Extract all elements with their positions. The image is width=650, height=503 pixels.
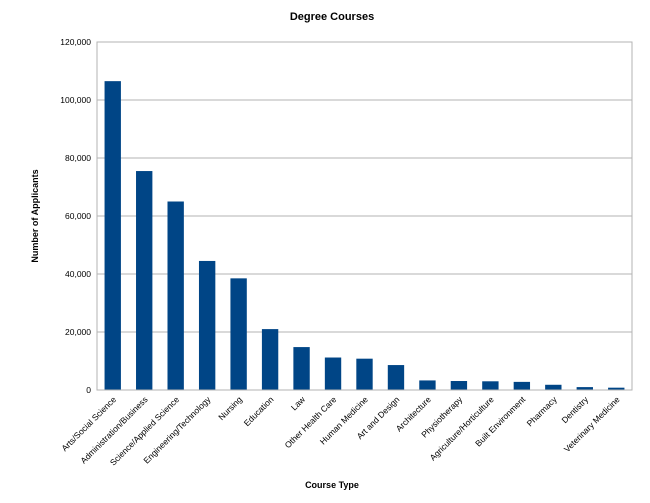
y-tick-label: 80,000: [65, 153, 91, 163]
x-axis-label: Course Type: [305, 480, 359, 490]
y-tick-label: 40,000: [65, 269, 91, 279]
bar: [387, 365, 405, 390]
bar: [167, 201, 184, 390]
x-tick-label: Arts/Social Science: [59, 394, 118, 453]
x-tick-label: Nursing: [216, 394, 244, 422]
chart-title: Degree Courses: [290, 11, 374, 23]
bar: [104, 81, 121, 391]
bar: [136, 171, 153, 390]
y-axis-label: Number of Applicants: [30, 169, 40, 262]
y-tick-label: 60,000: [65, 211, 91, 221]
bar: [482, 381, 499, 390]
x-axis-ticks: Arts/Social ScienceAdministration/Busine…: [59, 394, 622, 468]
bar: [419, 380, 436, 390]
y-axis-ticks: 0 20,000 40,000 60,000 80,000 100,000 120,000: [60, 37, 91, 395]
bar: [230, 278, 247, 390]
bar: [261, 329, 279, 390]
x-tick-label: Veterinary Medicine: [562, 394, 622, 454]
y-tick-label: 0: [86, 385, 91, 395]
bar: [324, 357, 342, 390]
x-tick-label: Law: [289, 394, 308, 413]
y-tick-label: 100,000: [60, 95, 91, 105]
y-tick-label: 120,000: [60, 37, 91, 47]
bar: [608, 387, 625, 390]
x-tick-label: Dentistry: [559, 394, 590, 425]
x-tick-label: Education: [242, 394, 276, 428]
y-tick-label: 20,000: [65, 327, 91, 337]
bar: [293, 347, 310, 390]
bars: [104, 81, 625, 391]
bar: [356, 358, 373, 390]
x-tick-label: Pharmacy: [525, 394, 560, 429]
bar: [450, 381, 468, 390]
plot-frame: [96, 41, 633, 391]
bar: [513, 381, 531, 390]
bar: [545, 384, 562, 390]
bar: [198, 260, 216, 390]
bar: [576, 387, 593, 390]
